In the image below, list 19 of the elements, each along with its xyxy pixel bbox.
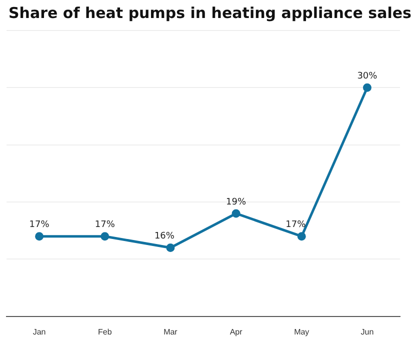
point	[362, 83, 372, 92]
data-label: 30%	[357, 72, 378, 82]
data-label: 17%	[29, 220, 50, 230]
data-label: 19%	[226, 197, 246, 208]
point	[232, 209, 240, 218]
x-tick-label: Jun	[360, 327, 374, 336]
point	[297, 232, 306, 241]
x-tick-label: Apr	[230, 327, 243, 336]
x-tick-label: Feb	[98, 327, 112, 336]
data-label: 16%	[154, 232, 175, 242]
chart-title: Share of heat pumps in heating appliance sales	[8, 4, 412, 22]
x-tick-label: Mar	[164, 327, 178, 336]
data-label: 17%	[286, 220, 306, 230]
x-tick-label: May	[294, 327, 310, 336]
point	[100, 232, 110, 241]
data-label: 17%	[94, 220, 116, 230]
point	[35, 232, 44, 241]
point	[166, 244, 175, 252]
x-tick-label: Jan	[32, 327, 46, 336]
